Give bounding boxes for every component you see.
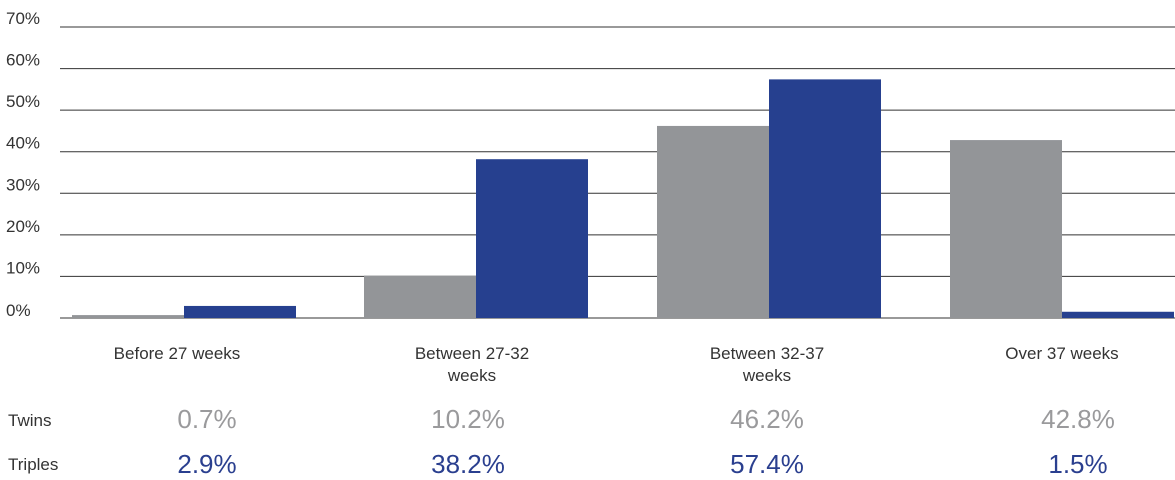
bar-twins-3 — [657, 125, 769, 318]
triples-value: 57.4% — [730, 449, 804, 479]
y-tick-label: 50% — [6, 92, 40, 111]
twins-value: 46.2% — [730, 404, 804, 434]
twins-value: 0.7% — [177, 404, 237, 434]
category-label: Between 32-37 weeks — [667, 343, 867, 387]
row-label-twins: Twins — [8, 411, 52, 430]
row-label-triples: Triples — [8, 455, 59, 474]
bars — [72, 79, 1174, 318]
triples-value: 38.2% — [431, 449, 505, 479]
gridlines — [60, 26, 1175, 319]
y-tick-label: 30% — [6, 175, 40, 194]
bar-triples-2 — [476, 159, 588, 318]
twins-value: 10.2% — [431, 404, 505, 434]
category-label-4: Over 37 weeks — [1005, 344, 1119, 363]
bar-chart: 0% 10% 20% 30% 40% 50% 60% 70% — [6, 9, 1175, 320]
y-tick-label: 0% — [6, 301, 31, 320]
y-tick-label: 70% — [6, 9, 40, 28]
y-axis: 0% 10% 20% 30% 40% 50% 60% 70% — [6, 9, 40, 320]
category-label-1: Before 27 weeks — [113, 344, 241, 363]
bar-triples-4 — [1062, 311, 1174, 318]
bar-twins-4 — [950, 140, 1062, 318]
bar-twins-2 — [364, 275, 476, 318]
category-label-2: Between 27-32 weeks — [414, 344, 530, 385]
category-label: Between 27-32 weeks — [372, 343, 572, 387]
bar-twins-1 — [72, 315, 184, 318]
triples-value: 1.5% — [1048, 449, 1108, 479]
y-tick-label: 60% — [6, 51, 40, 70]
bar-triples-3 — [769, 79, 881, 318]
category-label-3: Between 32-37 weeks — [709, 344, 825, 385]
category-label: Before 27 weeks — [77, 343, 277, 365]
y-tick-label: 20% — [6, 217, 40, 236]
y-tick-label: 40% — [6, 134, 40, 153]
bar-triples-1 — [184, 305, 296, 318]
twins-value: 42.8% — [1041, 404, 1115, 434]
triples-value: 2.9% — [177, 449, 237, 479]
category-label: Over 37 weeks — [962, 343, 1162, 365]
y-tick-label: 10% — [6, 258, 40, 277]
